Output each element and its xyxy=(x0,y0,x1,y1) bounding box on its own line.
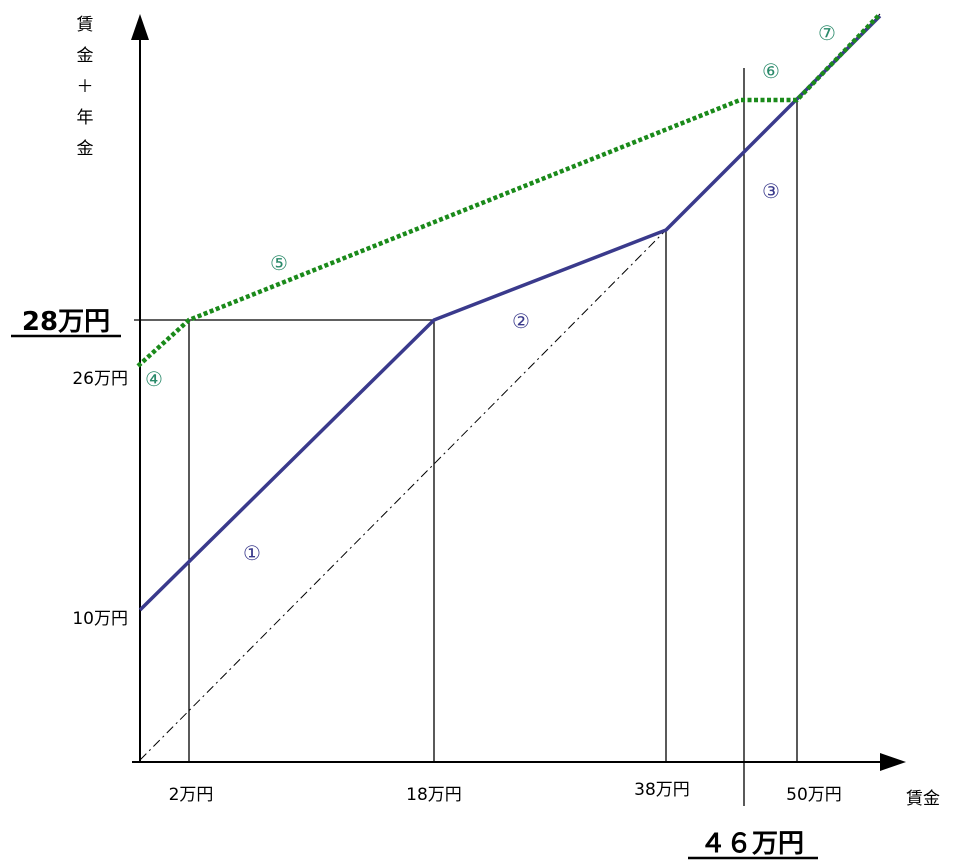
marker-6: ⑥ xyxy=(762,59,780,83)
y-axis-label-char-1: 賃 xyxy=(77,15,94,35)
marker-7: ⑦ xyxy=(818,21,836,45)
marker-3: ③ xyxy=(762,179,780,203)
highlight-label-28: 28万円 xyxy=(22,307,110,337)
blue-series-line xyxy=(138,14,882,612)
y-axis-label-char-3: ＋ xyxy=(77,77,94,97)
marker-2: ② xyxy=(512,309,530,333)
x-axis-arrow xyxy=(880,753,906,771)
x-tick-label-50: 50万円 xyxy=(786,785,842,805)
green-series-line xyxy=(136,12,882,368)
y-axis-label-char-4: 年 xyxy=(77,108,94,128)
y-tick-label-26: 26万円 xyxy=(72,369,128,389)
y-axis-label-char-5: 金 xyxy=(77,139,94,159)
y-axis-arrow xyxy=(131,14,149,40)
y-axis-label-char-2: 金 xyxy=(77,46,94,66)
marker-1: ① xyxy=(243,541,261,565)
x-axis-label: 賃金 xyxy=(906,789,940,809)
x-tick-label-18: 18万円 xyxy=(406,785,462,805)
highlight-label-46: ４６万円 xyxy=(700,829,804,859)
y-tick-label-10: 10万円 xyxy=(72,609,128,629)
x-tick-label-38: 38万円 xyxy=(634,780,690,800)
marker-4: ④ xyxy=(145,367,163,391)
x-tick-label-2: 2万円 xyxy=(169,785,214,805)
marker-5: ⑤ xyxy=(270,251,288,275)
